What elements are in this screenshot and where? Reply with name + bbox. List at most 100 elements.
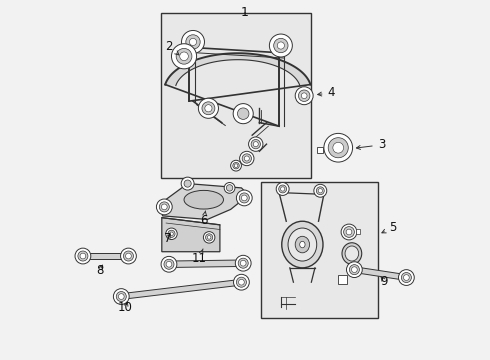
Ellipse shape [239, 193, 249, 203]
Ellipse shape [205, 105, 212, 112]
Polygon shape [161, 184, 248, 220]
Ellipse shape [342, 243, 362, 264]
Ellipse shape [270, 34, 293, 57]
Ellipse shape [119, 294, 124, 300]
Ellipse shape [401, 273, 412, 283]
Ellipse shape [349, 265, 359, 275]
Ellipse shape [240, 260, 246, 266]
Bar [317, 147, 323, 153]
Ellipse shape [207, 235, 211, 239]
Ellipse shape [318, 189, 322, 193]
Polygon shape [162, 218, 220, 252]
Ellipse shape [346, 229, 352, 235]
Ellipse shape [190, 39, 196, 45]
Ellipse shape [75, 248, 91, 264]
Ellipse shape [240, 151, 254, 166]
Ellipse shape [403, 275, 409, 280]
Ellipse shape [280, 187, 285, 191]
Ellipse shape [78, 251, 88, 261]
Polygon shape [165, 53, 311, 86]
Ellipse shape [161, 256, 177, 272]
Ellipse shape [123, 251, 133, 261]
Ellipse shape [125, 253, 131, 259]
Ellipse shape [314, 184, 327, 197]
Ellipse shape [172, 44, 196, 69]
Bar [161, 13, 311, 178]
Ellipse shape [184, 180, 191, 187]
Ellipse shape [166, 261, 172, 267]
Ellipse shape [346, 262, 362, 278]
Text: 3: 3 [356, 138, 385, 151]
Ellipse shape [161, 204, 167, 210]
Ellipse shape [333, 142, 343, 153]
Text: 10: 10 [118, 301, 133, 314]
Ellipse shape [324, 134, 353, 162]
Ellipse shape [116, 292, 126, 302]
Text: 7: 7 [164, 231, 171, 244]
Ellipse shape [198, 98, 219, 118]
Polygon shape [121, 279, 242, 300]
Ellipse shape [242, 154, 251, 163]
Ellipse shape [239, 279, 245, 285]
Ellipse shape [242, 195, 247, 201]
Ellipse shape [301, 93, 307, 99]
Ellipse shape [276, 183, 289, 195]
Ellipse shape [166, 228, 177, 239]
Text: 6: 6 [200, 211, 207, 227]
Ellipse shape [164, 259, 174, 269]
Text: 2: 2 [166, 40, 179, 55]
Ellipse shape [274, 39, 288, 53]
Ellipse shape [236, 190, 252, 206]
Ellipse shape [205, 234, 213, 241]
Ellipse shape [233, 104, 253, 124]
Ellipse shape [186, 35, 200, 49]
Bar [261, 182, 378, 318]
Bar [338, 275, 347, 284]
Ellipse shape [170, 232, 173, 235]
Text: 5: 5 [382, 221, 397, 234]
Ellipse shape [203, 231, 215, 243]
Ellipse shape [224, 183, 235, 193]
Ellipse shape [345, 246, 359, 261]
Ellipse shape [245, 156, 249, 161]
Ellipse shape [238, 108, 249, 120]
Ellipse shape [282, 221, 323, 268]
Polygon shape [354, 267, 407, 280]
Ellipse shape [168, 230, 175, 237]
Ellipse shape [251, 139, 260, 149]
Ellipse shape [181, 31, 204, 53]
Ellipse shape [234, 274, 249, 290]
Bar [356, 229, 361, 234]
Ellipse shape [238, 258, 248, 268]
Ellipse shape [343, 226, 354, 237]
Ellipse shape [398, 270, 414, 285]
Ellipse shape [341, 224, 357, 240]
Ellipse shape [113, 289, 129, 305]
Ellipse shape [328, 138, 348, 158]
Polygon shape [169, 260, 243, 267]
Ellipse shape [226, 185, 233, 191]
Ellipse shape [80, 253, 86, 259]
Ellipse shape [176, 48, 192, 64]
Ellipse shape [295, 87, 313, 105]
Ellipse shape [235, 255, 251, 271]
Ellipse shape [184, 190, 223, 209]
Ellipse shape [180, 52, 188, 60]
Ellipse shape [202, 102, 215, 115]
Ellipse shape [236, 277, 246, 287]
Ellipse shape [279, 185, 287, 193]
Text: 4: 4 [318, 86, 335, 99]
Text: 9: 9 [381, 275, 388, 288]
Ellipse shape [234, 164, 238, 167]
Ellipse shape [156, 199, 172, 215]
Ellipse shape [253, 141, 258, 147]
Ellipse shape [248, 137, 263, 151]
Ellipse shape [300, 241, 305, 248]
Ellipse shape [233, 162, 239, 169]
Ellipse shape [277, 42, 285, 49]
Text: 1: 1 [241, 6, 249, 19]
Text: 8: 8 [96, 264, 103, 277]
Ellipse shape [295, 236, 310, 253]
Ellipse shape [121, 248, 136, 264]
Ellipse shape [181, 177, 194, 190]
